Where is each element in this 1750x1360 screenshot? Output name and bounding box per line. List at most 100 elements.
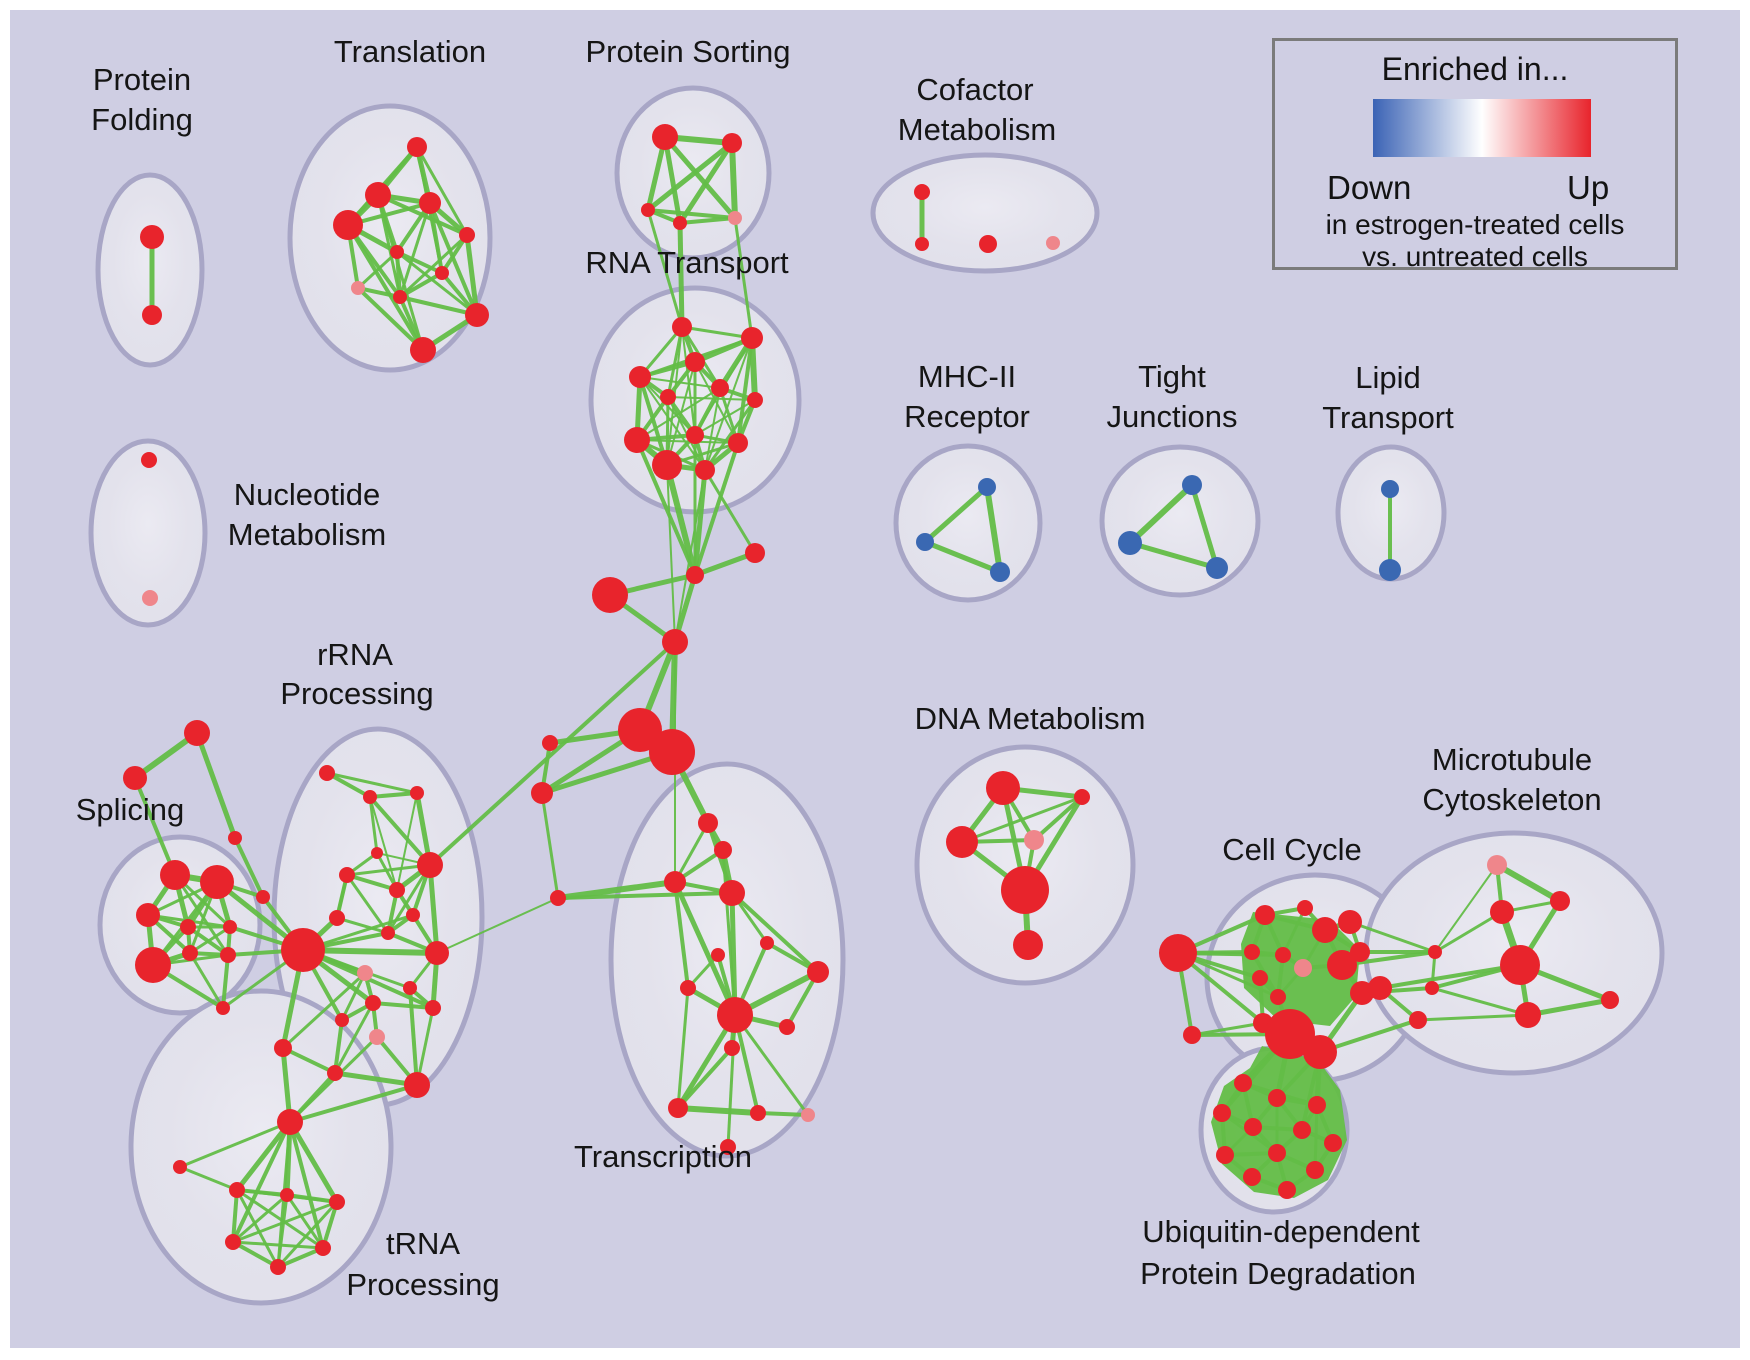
edge-tc8-tc14 xyxy=(729,892,738,1016)
edge-rr12-rr20 xyxy=(415,1007,435,1086)
edge-tc18-tc19 xyxy=(757,1111,809,1117)
cluster-label-protein-folding-2: Folding xyxy=(91,102,193,137)
gene-set-node-rr12 xyxy=(425,1000,441,1016)
edge-tr1-tr2 xyxy=(179,1165,238,1192)
gene-set-node-cc5 xyxy=(1244,944,1260,960)
cluster-ellipse-tight-junctions xyxy=(1099,444,1261,598)
gene-set-node-ch1 xyxy=(745,543,765,563)
edge-tl6-tl8 xyxy=(356,250,399,290)
edge-tj1-tj3 xyxy=(1189,484,1220,569)
cluster-label-dna-metabolism: DNA Metabolism xyxy=(915,701,1146,736)
edge-ps3-ps5 xyxy=(647,208,736,220)
gene-set-node-cc8 xyxy=(1252,970,1268,986)
edge-tl9-tl10 xyxy=(399,295,478,317)
edge-tl4-tl9 xyxy=(398,202,432,298)
edge-rr18-rr19 xyxy=(282,1046,336,1075)
edge-rt1-rt2 xyxy=(681,325,753,340)
edge-cc11-cn1 xyxy=(1341,950,1436,967)
edge-rt6-rt7 xyxy=(667,396,756,401)
gene-set-node-spB xyxy=(123,766,147,790)
gene-set-node-rr20 xyxy=(404,1072,430,1098)
gene-set-node-mt2 xyxy=(1490,900,1514,924)
edge-tr2-tr7 xyxy=(235,1189,280,1268)
gene-set-node-ps4 xyxy=(673,216,687,230)
edge-tr3-tr4 xyxy=(286,1193,338,1204)
edge-rt10-ch2 xyxy=(693,442,740,576)
edge-rr2-rr4 xyxy=(368,796,379,854)
cluster-label-transcription: Transcription xyxy=(574,1139,752,1174)
gene-set-node-rr1 xyxy=(319,765,335,781)
gene-set-node-cc1 xyxy=(1255,905,1275,925)
edge-tc14-tc17 xyxy=(675,1013,738,1110)
cluster-ellipse-transcription xyxy=(608,761,846,1159)
edge-tl3-tl11 xyxy=(346,223,425,352)
gene-set-node-tr1 xyxy=(173,1160,187,1174)
edge-tr3-tr5 xyxy=(232,1193,288,1244)
edge-rr2-rr3 xyxy=(369,791,418,799)
gene-set-node-ps5 xyxy=(728,211,742,225)
gene-set-node-rr2 xyxy=(363,790,377,804)
gene-set-node-rr21 xyxy=(369,1029,385,1045)
gene-set-node-cn2 xyxy=(1425,981,1439,995)
cluster-label-splicing: Splicing xyxy=(76,792,185,827)
gene-set-node-rt9 xyxy=(686,426,704,444)
gene-set-node-tj1 xyxy=(1182,475,1202,495)
cluster-label-rrna-1: rRNA xyxy=(317,637,393,672)
gene-set-node-tc1 xyxy=(618,708,662,752)
gene-set-node-mh1 xyxy=(978,478,996,496)
edge-tj1-tj2 xyxy=(1127,482,1195,546)
gene-set-node-ch3 xyxy=(592,577,628,613)
gene-set-node-tc7 xyxy=(664,871,686,893)
gene-set-node-rr10 xyxy=(329,910,345,926)
edge-rr15-rr19 xyxy=(333,1019,344,1074)
cluster-label-protein-sorting: Protein Sorting xyxy=(585,34,790,69)
gene-set-node-mt1 xyxy=(1487,855,1507,875)
edge-ps1-ps5 xyxy=(663,135,737,220)
gene-set-node-mh3 xyxy=(990,562,1010,582)
cluster-label-lipid-2: Transport xyxy=(1322,400,1454,435)
gene-set-node-rr19 xyxy=(327,1065,343,1081)
edge-rr0-rr11 xyxy=(302,947,438,956)
gene-set-node-dn2 xyxy=(1074,789,1090,805)
gene-set-node-rr4 xyxy=(371,847,383,859)
edge-tr0-tr4 xyxy=(287,1120,340,1204)
edge-rr5-rr9 xyxy=(345,874,390,934)
edge-tr3-tr6 xyxy=(285,1194,325,1249)
gene-set-node-tc8 xyxy=(719,880,745,906)
gene-set-node-tc5 xyxy=(698,813,718,833)
gene-set-node-rt3 xyxy=(685,352,705,372)
gene-set-node-cc7 xyxy=(1294,959,1312,977)
edge-ps4-rt1 xyxy=(677,222,685,328)
gene-set-node-sp4 xyxy=(180,919,196,935)
cluster-label-tight-1: Tight xyxy=(1138,359,1206,394)
edge-sp8-sp9 xyxy=(221,954,230,1009)
gene-set-node-tr0 xyxy=(277,1109,303,1135)
gene-set-node-rt2 xyxy=(741,327,763,349)
gene-set-node-mt8 xyxy=(1368,976,1392,1000)
gene-set-node-tr3 xyxy=(280,1188,294,1202)
gene-set-node-ub11 xyxy=(1306,1161,1324,1179)
gene-set-node-rt12 xyxy=(695,460,715,480)
gene-set-node-rt10 xyxy=(728,433,748,453)
gene-set-node-rr3 xyxy=(410,786,424,800)
gene-set-node-pf1 xyxy=(140,225,164,249)
gene-set-node-cc10 xyxy=(1350,942,1370,962)
gene-set-node-dn1 xyxy=(986,771,1020,805)
edge-mh1-mh3 xyxy=(984,486,1003,573)
edge-ch1-rt12 xyxy=(703,469,757,554)
gene-set-node-tl8 xyxy=(351,281,365,295)
gene-set-node-cf2 xyxy=(915,237,929,251)
edge-rt2-rt10 xyxy=(736,337,754,444)
edge-tr5-tr7 xyxy=(232,1240,279,1269)
edge-spA-spC xyxy=(194,732,238,839)
edge-tr3-tr7 xyxy=(276,1194,289,1268)
gene-set-node-rr7 xyxy=(389,882,405,898)
cluster-label-microtubule-1: Microtubule xyxy=(1432,742,1592,777)
edge-rr10-rr9 xyxy=(336,916,389,935)
gene-set-node-nm2 xyxy=(142,590,158,606)
gene-set-node-tc14 xyxy=(717,997,753,1033)
gene-set-node-tc3 xyxy=(542,735,558,751)
cluster-ellipse-mhc-ii-receptor xyxy=(893,443,1043,603)
gene-set-node-tr7 xyxy=(270,1259,286,1275)
gene-set-node-ub10 xyxy=(1243,1168,1261,1186)
